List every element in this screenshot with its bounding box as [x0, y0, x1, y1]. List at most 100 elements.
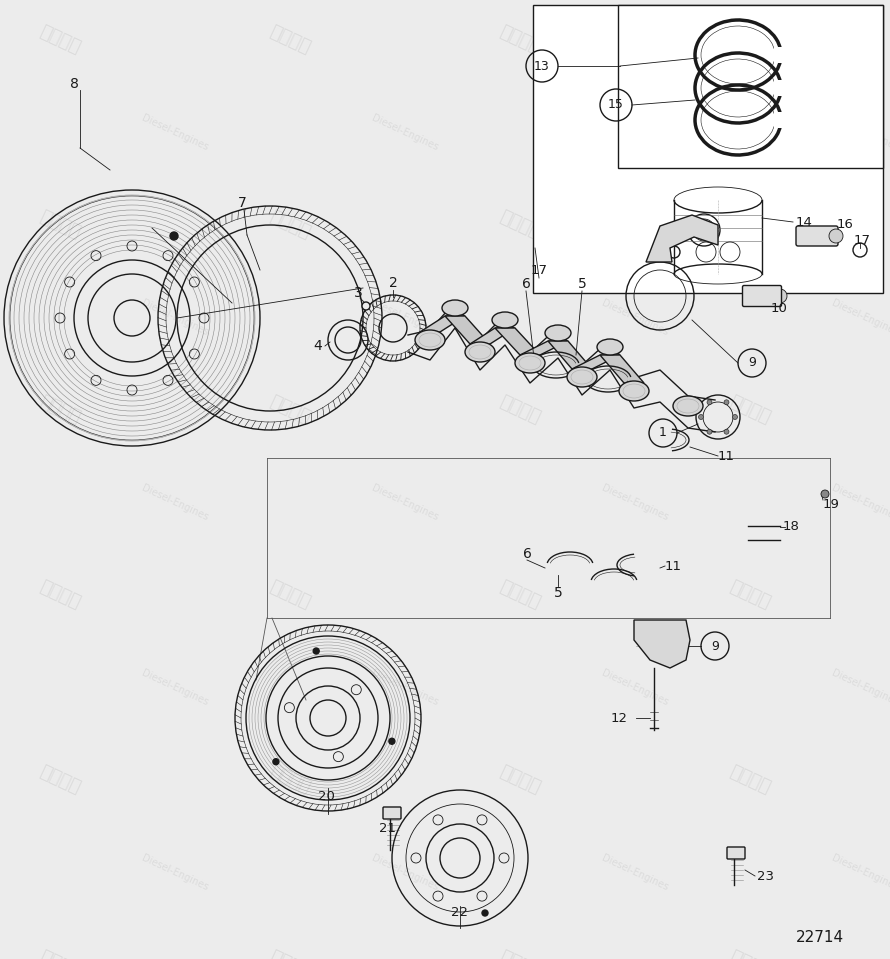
Text: 紫发动力: 紫发动力 [36, 762, 84, 797]
Text: 紫发动力: 紫发动力 [497, 947, 543, 959]
Circle shape [724, 400, 729, 405]
Ellipse shape [545, 325, 571, 341]
Text: 紫发动力: 紫发动力 [267, 393, 313, 428]
Text: 紫发动力: 紫发动力 [36, 208, 84, 243]
Text: 紫发动力: 紫发动力 [497, 23, 543, 58]
Text: Diesel-Engines: Diesel-Engines [370, 298, 440, 338]
Text: 14: 14 [796, 216, 813, 228]
Text: 22714: 22714 [796, 930, 844, 946]
Text: 16: 16 [837, 218, 854, 230]
Circle shape [821, 490, 829, 498]
Text: 3: 3 [353, 286, 362, 300]
Ellipse shape [567, 367, 597, 387]
Text: 12: 12 [611, 712, 628, 724]
Text: Diesel-Engines: Diesel-Engines [140, 483, 210, 523]
Circle shape [389, 738, 395, 744]
Text: Diesel-Engines: Diesel-Engines [600, 668, 670, 708]
Text: 紫发动力: 紫发动力 [727, 208, 773, 243]
Circle shape [362, 302, 370, 310]
Text: 紫发动力: 紫发动力 [267, 208, 313, 243]
Text: 紫发动力: 紫发动力 [727, 577, 773, 612]
Text: Diesel-Engines: Diesel-Engines [140, 113, 210, 152]
Bar [774, 47, 786, 63]
Circle shape [732, 414, 738, 419]
Circle shape [482, 910, 488, 916]
Ellipse shape [465, 342, 495, 362]
Text: 紫发动力: 紫发动力 [727, 23, 773, 58]
Circle shape [773, 289, 787, 303]
Ellipse shape [515, 353, 545, 373]
Text: Diesel-Engines: Diesel-Engines [600, 113, 670, 152]
Polygon shape [548, 341, 592, 369]
Ellipse shape [492, 312, 518, 328]
Text: 2: 2 [389, 276, 397, 290]
Ellipse shape [442, 300, 468, 316]
Text: 紫发动力: 紫发动力 [497, 577, 543, 612]
Ellipse shape [415, 330, 445, 350]
Text: 21: 21 [379, 822, 397, 835]
Circle shape [829, 229, 843, 243]
Text: 紫发动力: 紫发动力 [36, 23, 84, 58]
Text: 11: 11 [665, 559, 682, 573]
Text: Diesel-Engines: Diesel-Engines [830, 854, 890, 893]
Bar [618, 5, 883, 168]
Polygon shape [572, 355, 620, 369]
Text: Diesel-Engines: Diesel-Engines [370, 668, 440, 708]
Bar [774, 112, 786, 128]
Text: Diesel-Engines: Diesel-Engines [140, 854, 210, 893]
Text: 9: 9 [711, 640, 719, 652]
Text: 4: 4 [313, 339, 322, 353]
Text: 紫发动力: 紫发动力 [267, 577, 313, 612]
Polygon shape [646, 215, 718, 262]
Text: 紫发动力: 紫发动力 [267, 23, 313, 58]
Text: 23: 23 [757, 870, 774, 882]
Circle shape [724, 430, 729, 434]
Polygon shape [600, 355, 644, 383]
Text: Diesel-Engines: Diesel-Engines [830, 483, 890, 523]
Polygon shape [495, 328, 540, 355]
FancyBboxPatch shape [727, 847, 745, 859]
Text: Diesel-Engines: Diesel-Engines [830, 113, 890, 152]
Text: Diesel-Engines: Diesel-Engines [600, 483, 670, 523]
Text: 紫发动力: 紫发动力 [36, 947, 84, 959]
Text: 5: 5 [578, 277, 587, 291]
Text: 18: 18 [783, 521, 800, 533]
Text: 9: 9 [748, 357, 756, 369]
Text: Diesel-Engines: Diesel-Engines [830, 298, 890, 338]
Text: 11: 11 [718, 450, 735, 462]
Bar [533, 5, 883, 293]
Text: 19: 19 [823, 499, 840, 511]
FancyBboxPatch shape [796, 226, 838, 246]
Polygon shape [470, 328, 515, 344]
Text: 紫发动力: 紫发动力 [36, 577, 84, 612]
Circle shape [273, 759, 279, 764]
Polygon shape [520, 341, 568, 355]
Text: 20: 20 [318, 789, 335, 803]
Text: 17: 17 [530, 264, 547, 276]
Text: 紫发动力: 紫发动力 [727, 762, 773, 797]
Text: 22: 22 [451, 905, 468, 919]
Text: Diesel-Engines: Diesel-Engines [830, 668, 890, 708]
Text: 紫发动力: 紫发动力 [727, 393, 773, 428]
Text: 紫发动力: 紫发动力 [36, 393, 84, 428]
Text: 紫发动力: 紫发动力 [267, 947, 313, 959]
Ellipse shape [597, 339, 623, 355]
Text: Diesel-Engines: Diesel-Engines [140, 298, 210, 338]
Text: 10: 10 [771, 301, 788, 315]
Text: 6: 6 [522, 547, 531, 561]
Text: 17: 17 [854, 233, 870, 246]
Text: 8: 8 [69, 77, 78, 91]
Circle shape [699, 414, 703, 419]
Circle shape [707, 430, 712, 434]
Text: Diesel-Engines: Diesel-Engines [600, 298, 670, 338]
FancyBboxPatch shape [383, 807, 401, 819]
Ellipse shape [673, 396, 703, 416]
Text: Diesel-Engines: Diesel-Engines [600, 854, 670, 893]
Bar [774, 80, 786, 96]
Text: 紫发动力: 紫发动力 [727, 947, 773, 959]
Circle shape [313, 648, 320, 654]
Text: 1: 1 [659, 427, 667, 439]
Text: 紫发动力: 紫发动力 [267, 762, 313, 797]
Polygon shape [420, 316, 465, 332]
Polygon shape [445, 316, 490, 344]
